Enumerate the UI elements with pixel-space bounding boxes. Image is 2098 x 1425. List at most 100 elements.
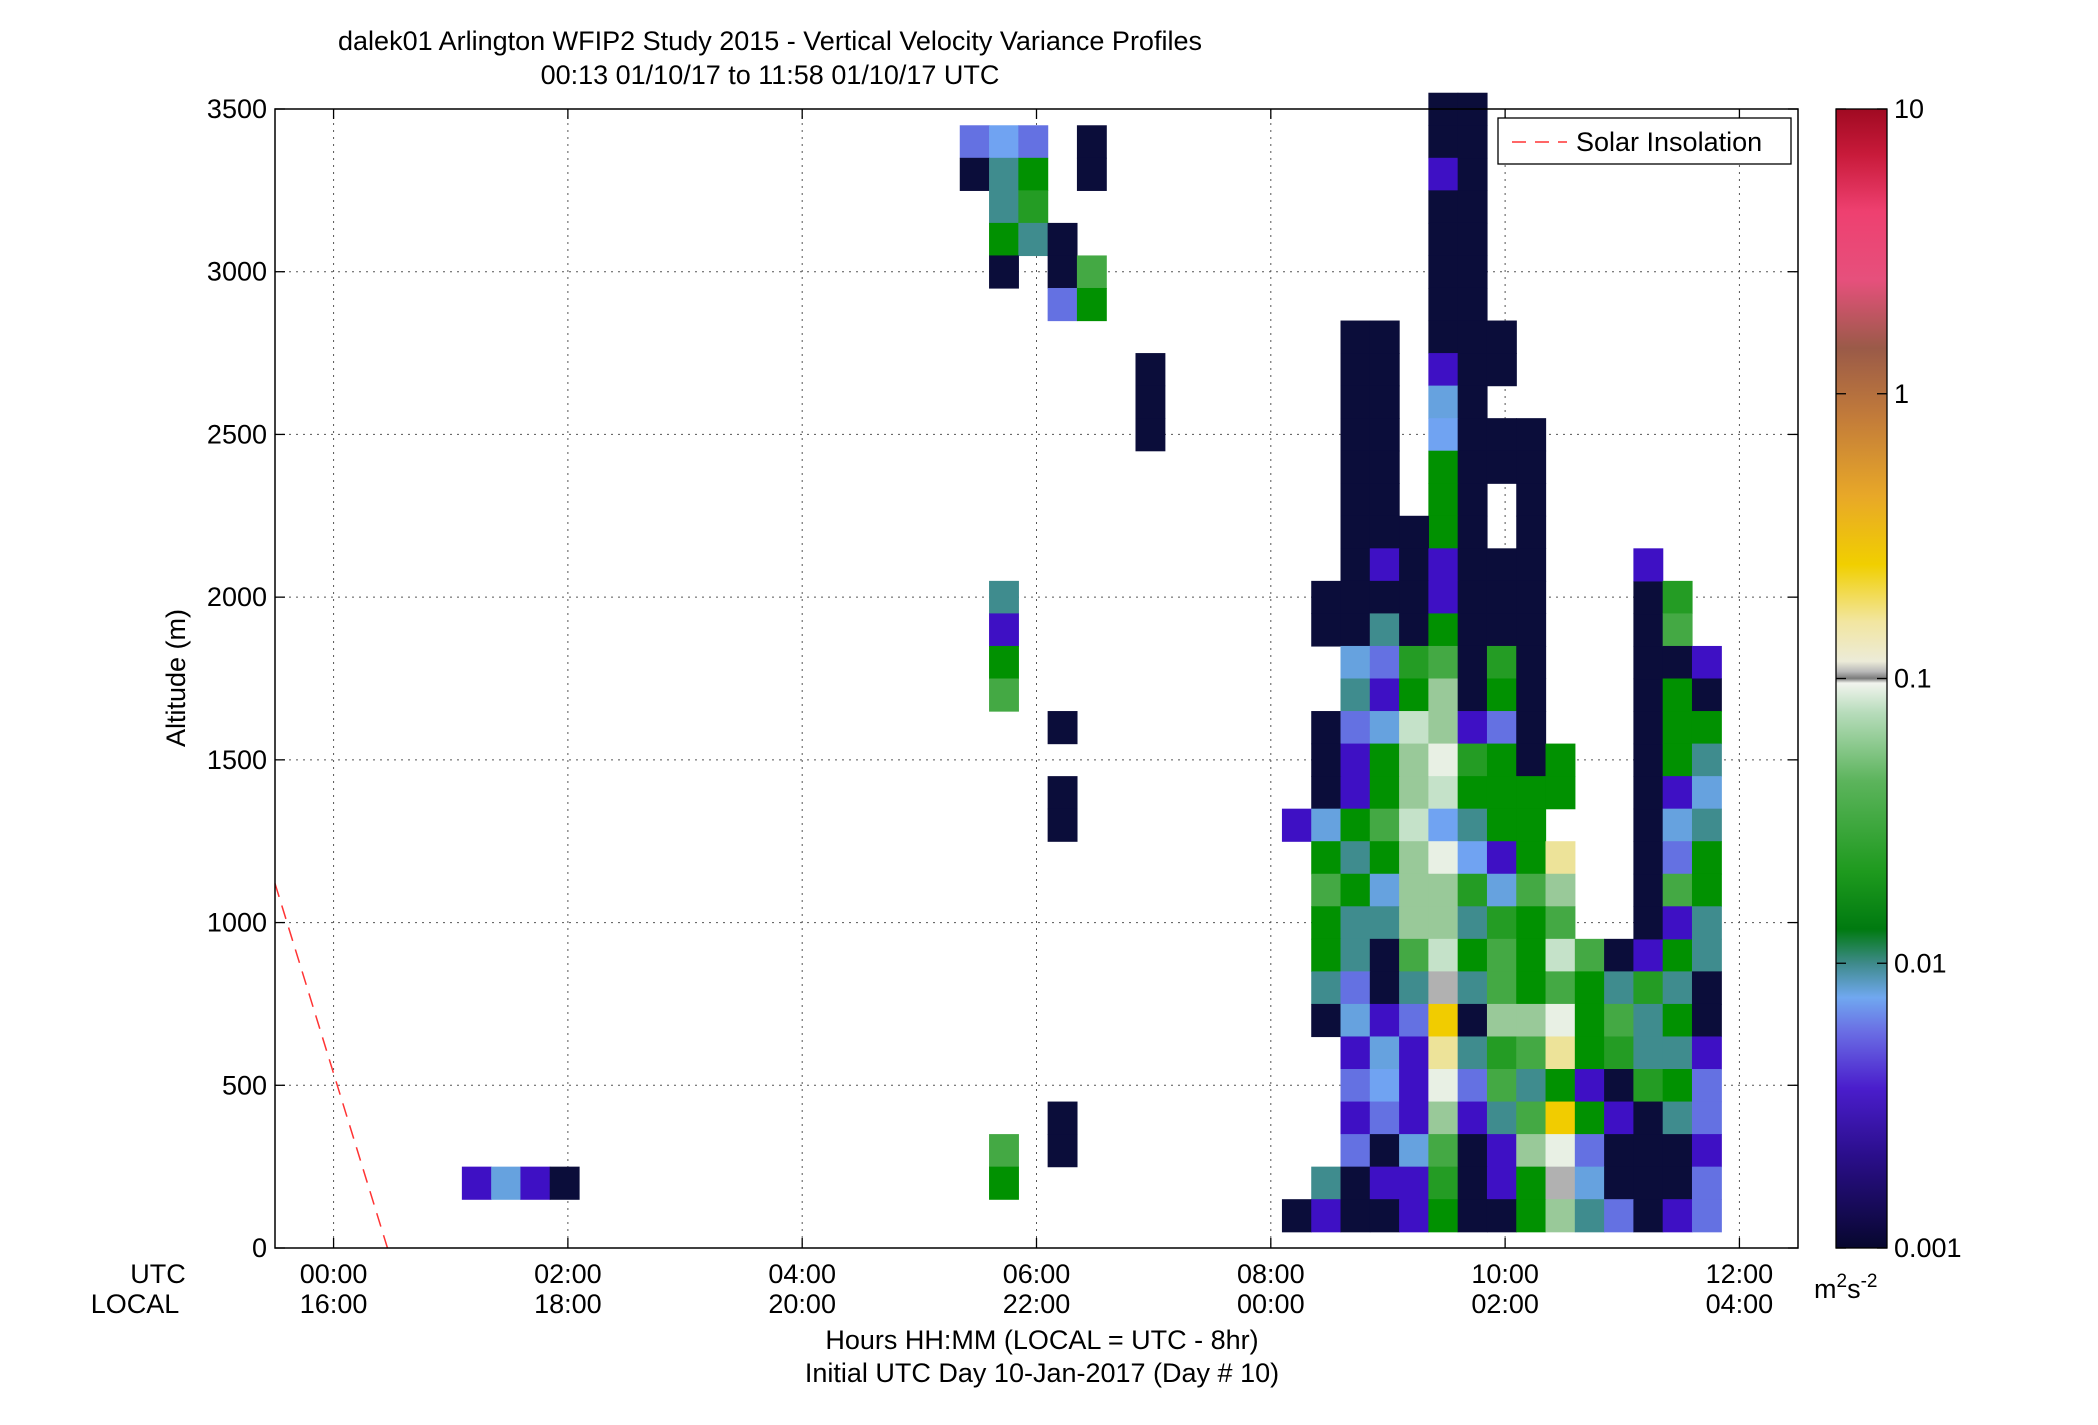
heatmap-cell	[1340, 1166, 1371, 1200]
heatmap-cell	[1369, 320, 1400, 354]
heatmap-cell	[1457, 483, 1488, 517]
heatmap-cell	[1369, 873, 1400, 907]
heatmap-cell	[1486, 776, 1517, 810]
heatmap-cell	[1516, 776, 1547, 810]
heatmap-cell	[1340, 1003, 1371, 1038]
heatmap-cell	[1369, 450, 1400, 484]
heatmap-cell	[1633, 808, 1664, 842]
y-tick-label: 2500	[207, 419, 267, 449]
heatmap-cell	[1311, 808, 1342, 842]
heatmap-cell	[1428, 353, 1459, 387]
heatmap-cell	[1399, 743, 1429, 777]
heatmap-cell	[1516, 906, 1547, 940]
y-tick-label: 500	[222, 1070, 267, 1100]
heatmap-cell	[1369, 1134, 1400, 1168]
heatmap-cell	[1457, 1134, 1488, 1168]
heatmap-cell	[1457, 711, 1488, 745]
x-tick-label-utc: 08:00	[1237, 1259, 1305, 1289]
heatmap-cell	[1369, 580, 1400, 615]
heatmap-cell	[1516, 938, 1547, 972]
heatmap-cell	[1516, 483, 1547, 517]
heatmap-cell	[1457, 776, 1488, 810]
heatmap-cell	[1516, 548, 1547, 582]
heatmap-cell	[1486, 1069, 1517, 1103]
heatmap-cell	[1281, 1199, 1312, 1233]
heatmap-cell	[1486, 873, 1517, 907]
colorbar-tick-label: 0.001	[1894, 1233, 1962, 1263]
heatmap-cell	[1428, 711, 1459, 745]
heatmap-cell	[1545, 776, 1576, 810]
heatmap-cell	[1486, 711, 1517, 745]
heatmap-cell	[1428, 743, 1459, 777]
heatmap-cell	[1457, 613, 1488, 647]
heatmap-cell	[1457, 906, 1488, 940]
heatmap-cell	[1545, 841, 1576, 875]
heatmap-cell	[959, 125, 990, 159]
colorbar-unit-sup1: 2	[1837, 1271, 1848, 1292]
heatmap-cell	[1691, 906, 1722, 940]
heatmap-cell	[1516, 613, 1547, 647]
heatmap-cell	[1135, 385, 1166, 419]
heatmap-cell	[1399, 841, 1429, 875]
y-tick-label: 3500	[207, 94, 267, 124]
colorbar-tick-label: 0.01	[1894, 948, 1947, 978]
heatmap-cell	[1662, 1003, 1693, 1038]
heatmap-cell	[1457, 743, 1488, 777]
heatmap-cell	[1633, 906, 1664, 940]
heatmap-cell	[1428, 906, 1459, 940]
heatmap-cell	[1369, 776, 1400, 810]
heatmap-cell	[1486, 320, 1517, 354]
heatmap-cell	[1691, 1036, 1722, 1070]
heatmap-cell	[1662, 711, 1693, 745]
heatmap-cell	[1428, 1166, 1459, 1200]
legend-box	[1497, 117, 1792, 165]
heatmap-cell	[1545, 743, 1576, 777]
heatmap-cell	[1691, 938, 1722, 972]
heatmap-cell	[1369, 938, 1400, 972]
heatmap-cell	[1662, 841, 1693, 875]
heatmap-cell	[1428, 450, 1459, 484]
heatmap-cell	[1662, 971, 1693, 1005]
heatmap-cell	[1047, 711, 1078, 745]
heatmap-cell	[1516, 1036, 1547, 1070]
x-tick-label-utc: 06:00	[1003, 1259, 1071, 1289]
heatmap-cell	[1633, 776, 1664, 810]
heatmap-cell	[1311, 1166, 1342, 1200]
heatmap-cell	[1457, 548, 1488, 582]
heatmap-cell	[989, 157, 1019, 191]
heatmap-cell	[1369, 743, 1400, 777]
heatmap-cell	[1340, 971, 1371, 1005]
heatmap-cell	[1428, 1069, 1459, 1103]
heatmap-cell	[1018, 222, 1049, 257]
heatmap-cell	[1428, 613, 1459, 647]
heatmap-cell	[1399, 776, 1429, 810]
heatmap-cell	[1399, 613, 1429, 647]
heatmap-cell	[1311, 711, 1342, 745]
x-axis-ticks: 00:0016:0002:0018:0004:0020:0006:0022:00…	[300, 109, 1773, 1319]
heatmap-cell	[1399, 808, 1429, 842]
heatmap-cell	[1457, 287, 1488, 322]
heatmap-cell	[1428, 1134, 1459, 1168]
heatmap-cell	[1457, 418, 1488, 452]
heatmap-cell	[1018, 125, 1049, 159]
heatmap-cell	[1691, 1003, 1722, 1038]
heatmap-cell	[1457, 157, 1488, 191]
heatmap-cell	[1633, 548, 1664, 582]
heatmap-cell	[989, 190, 1019, 224]
heatmap-cell	[1135, 418, 1166, 452]
heatmap-cell	[1047, 808, 1078, 842]
heatmap-cell	[1340, 580, 1371, 615]
heatmap-cell	[1516, 678, 1547, 712]
heatmap-cell	[989, 125, 1019, 159]
heatmap-cell	[1633, 1199, 1664, 1233]
heatmap-cell	[1633, 1003, 1664, 1038]
heatmap-cell	[1457, 515, 1488, 549]
heatmap-cell	[491, 1166, 522, 1200]
heatmap-cell	[1545, 906, 1576, 940]
heatmap-cell	[1604, 1036, 1634, 1070]
heatmap-cell	[1340, 645, 1371, 680]
heatmap-cell	[1691, 1134, 1722, 1168]
heatmap-cell	[1516, 450, 1547, 484]
heatmap-cell	[1633, 613, 1664, 647]
